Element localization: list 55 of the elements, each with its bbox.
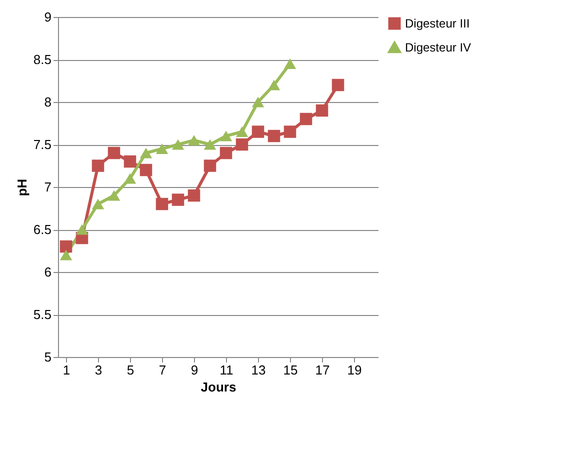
point xyxy=(172,139,184,150)
y-tick-label: 5.5 xyxy=(33,307,52,322)
y-tick-label: 7.5 xyxy=(33,137,52,152)
point xyxy=(220,146,232,160)
point xyxy=(108,190,120,201)
x-tick-label: 1 xyxy=(62,362,70,378)
y-tick-label: 5 xyxy=(44,350,52,364)
x-tick-label: 13 xyxy=(251,362,266,378)
x-tick-label: 11 xyxy=(220,362,234,378)
point xyxy=(252,126,264,138)
y-tick-label: 7 xyxy=(44,180,52,194)
point xyxy=(268,130,280,142)
y-tick-label: 9 xyxy=(44,10,52,24)
point xyxy=(236,138,248,151)
y-axis-title: pH xyxy=(14,178,30,196)
point xyxy=(188,134,200,146)
point xyxy=(300,112,312,126)
point xyxy=(268,80,280,90)
point xyxy=(316,104,328,117)
x-tick-label: 9 xyxy=(190,362,198,378)
point xyxy=(60,250,72,260)
x-tick-label: 7 xyxy=(158,362,166,378)
point xyxy=(204,160,216,172)
point xyxy=(140,148,152,158)
point xyxy=(92,160,104,172)
point xyxy=(108,146,120,160)
point xyxy=(124,155,136,168)
x-tick-label: 5 xyxy=(126,362,134,378)
point xyxy=(76,224,88,235)
point xyxy=(156,198,168,210)
x-tick-label: 17 xyxy=(315,362,330,378)
point xyxy=(172,194,184,206)
x-tick-label: 3 xyxy=(94,362,102,378)
x-tick-label: 19 xyxy=(347,362,362,378)
point xyxy=(92,198,104,210)
point xyxy=(236,126,248,138)
point xyxy=(252,96,264,108)
point xyxy=(332,78,344,92)
y-tick-label: 6.5 xyxy=(33,222,52,237)
x-tick-label: 15 xyxy=(283,362,298,378)
point xyxy=(60,240,72,253)
x-axis-title: Jours xyxy=(200,380,236,394)
point xyxy=(188,189,200,202)
point xyxy=(284,58,296,70)
point xyxy=(140,164,152,176)
y-tick-label: 8 xyxy=(44,94,52,110)
y-tick-label: 6 xyxy=(44,264,52,280)
point xyxy=(284,126,296,138)
point xyxy=(220,130,232,142)
point xyxy=(156,143,168,154)
y-tick-label: 8.5 xyxy=(33,52,52,67)
point xyxy=(204,139,216,150)
legend-label: Digesteur III xyxy=(405,16,470,30)
point xyxy=(124,173,136,184)
legend-label: Digesteur IV xyxy=(405,40,472,54)
